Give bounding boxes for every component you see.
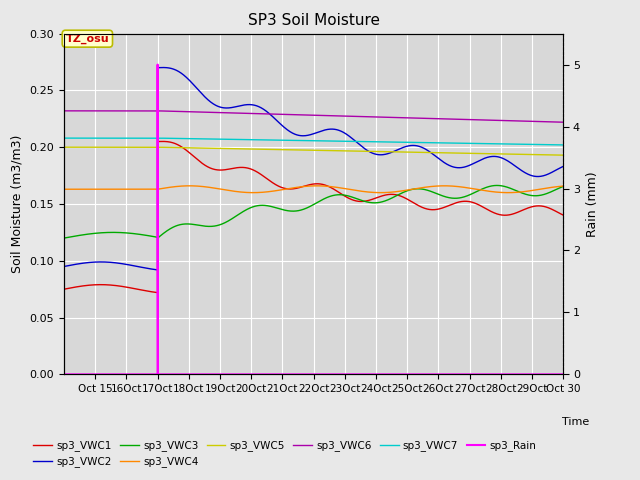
- Y-axis label: Soil Moisture (m3/m3): Soil Moisture (m3/m3): [11, 135, 24, 273]
- sp3_VWC5: [559, 152, 567, 158]
- sp3_Rain: [154, 62, 161, 68]
- sp3_Rain: [68, 372, 76, 377]
- sp3_VWC1: [359, 199, 367, 204]
- Line: sp3_VWC1: sp3_VWC1: [64, 142, 563, 293]
- sp3_VWC7: [68, 135, 76, 141]
- sp3_VWC5: [268, 146, 275, 152]
- sp3_VWC3: [68, 234, 76, 240]
- sp3_VWC1: [68, 285, 76, 290]
- sp3_VWC2: [359, 144, 367, 150]
- sp3_VWC3: [493, 182, 501, 188]
- sp3_VWC1: [60, 286, 68, 292]
- sp3_VWC1: [268, 180, 276, 185]
- sp3_VWC2: [68, 262, 76, 268]
- sp3_VWC3: [268, 204, 275, 209]
- sp3_VWC2: [559, 164, 567, 169]
- sp3_VWC7: [503, 141, 511, 147]
- Line: sp3_VWC4: sp3_VWC4: [64, 186, 563, 192]
- sp3_VWC5: [358, 148, 366, 154]
- sp3_Rain: [504, 372, 511, 377]
- sp3_VWC6: [559, 120, 567, 125]
- sp3_VWC7: [358, 139, 366, 144]
- sp3_Rain: [60, 372, 68, 377]
- sp3_VWC1: [63, 286, 71, 291]
- sp3_VWC2: [268, 113, 276, 119]
- Line: sp3_VWC2: sp3_VWC2: [64, 68, 563, 270]
- sp3_VWC7: [60, 135, 68, 141]
- Line: sp3_VWC3: sp3_VWC3: [64, 185, 563, 238]
- sp3_VWC4: [68, 186, 76, 192]
- sp3_VWC6: [268, 111, 275, 117]
- sp3_VWC5: [332, 148, 340, 154]
- sp3_VWC1: [154, 290, 161, 296]
- sp3_VWC6: [63, 108, 71, 114]
- sp3_VWC4: [559, 183, 567, 189]
- sp3_VWC2: [63, 263, 71, 269]
- sp3_VWC4: [440, 183, 448, 189]
- sp3_VWC2: [154, 267, 161, 273]
- Y-axis label: Rain (mm): Rain (mm): [586, 171, 598, 237]
- sp3_VWC2: [60, 264, 68, 269]
- sp3_VWC5: [60, 144, 68, 150]
- sp3_VWC3: [60, 235, 68, 241]
- Line: sp3_Rain: sp3_Rain: [64, 65, 563, 374]
- sp3_VWC1: [504, 212, 512, 218]
- sp3_VWC2: [159, 65, 166, 71]
- sp3_VWC5: [63, 144, 71, 150]
- sp3_VWC5: [503, 151, 511, 157]
- sp3_VWC4: [332, 184, 340, 190]
- Text: Time: Time: [563, 417, 589, 427]
- sp3_VWC3: [358, 198, 366, 204]
- sp3_VWC5: [68, 144, 76, 150]
- sp3_VWC4: [358, 189, 366, 194]
- sp3_VWC2: [504, 158, 512, 164]
- sp3_VWC1: [333, 188, 340, 194]
- sp3_VWC6: [68, 108, 76, 114]
- sp3_VWC6: [358, 114, 366, 120]
- sp3_Rain: [359, 372, 367, 377]
- sp3_VWC7: [559, 142, 567, 148]
- sp3_VWC2: [333, 127, 340, 132]
- sp3_VWC7: [332, 138, 340, 144]
- Text: TZ_osu: TZ_osu: [65, 34, 109, 44]
- sp3_VWC6: [503, 118, 511, 123]
- Title: SP3 Soil Moisture: SP3 Soil Moisture: [248, 13, 380, 28]
- sp3_VWC4: [60, 186, 68, 192]
- sp3_Rain: [559, 372, 567, 377]
- sp3_VWC1: [159, 139, 166, 144]
- sp3_VWC3: [332, 192, 340, 198]
- sp3_VWC3: [504, 184, 511, 190]
- sp3_VWC6: [332, 113, 340, 119]
- sp3_VWC7: [268, 137, 275, 143]
- Line: sp3_VWC7: sp3_VWC7: [64, 138, 563, 145]
- sp3_Rain: [332, 372, 340, 377]
- Line: sp3_VWC5: sp3_VWC5: [64, 147, 563, 155]
- sp3_VWC3: [63, 235, 71, 240]
- sp3_VWC1: [559, 212, 567, 218]
- sp3_VWC4: [504, 190, 512, 195]
- sp3_VWC6: [60, 108, 68, 114]
- sp3_VWC4: [268, 189, 275, 194]
- Legend: sp3_VWC1, sp3_VWC2, sp3_VWC3, sp3_VWC4, sp3_VWC5, sp3_VWC6, sp3_VWC7, sp3_Rain: sp3_VWC1, sp3_VWC2, sp3_VWC3, sp3_VWC4, …: [29, 436, 541, 471]
- Line: sp3_VWC6: sp3_VWC6: [64, 111, 563, 122]
- sp3_VWC7: [63, 135, 71, 141]
- sp3_VWC4: [504, 190, 511, 195]
- sp3_VWC3: [559, 183, 567, 189]
- sp3_Rain: [63, 372, 71, 377]
- sp3_Rain: [268, 372, 276, 377]
- sp3_VWC4: [63, 186, 71, 192]
